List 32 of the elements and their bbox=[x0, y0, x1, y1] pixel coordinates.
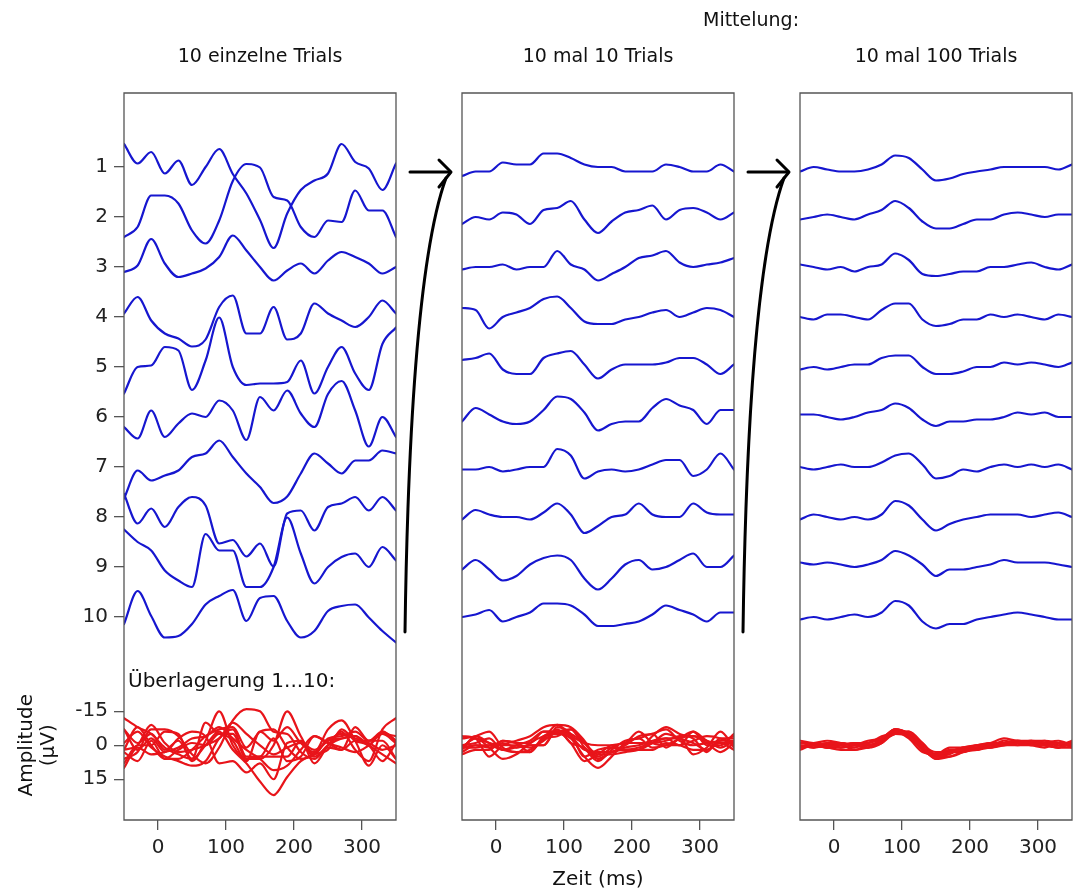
x-tick-label: 0 bbox=[489, 834, 503, 859]
y-tick-label: 10 bbox=[82, 603, 108, 628]
text: Mittelung: bbox=[703, 8, 800, 30]
x-tick-label: 0 bbox=[827, 834, 841, 859]
x-tick-label: 200 bbox=[612, 834, 652, 859]
y-tick-label: 5 bbox=[95, 353, 108, 378]
y-tick-label: 1 bbox=[95, 153, 108, 178]
chart-title: 10 mal 100 Trials bbox=[854, 44, 1018, 66]
y2-tick-label: 15 bbox=[82, 765, 108, 790]
y2-axis-title: Amplitude (µV) bbox=[13, 694, 60, 797]
chart-title: 10 mal 10 Trials bbox=[522, 44, 674, 66]
chart-title: 10 einzelne Trials bbox=[177, 44, 343, 66]
x-tick-label: 300 bbox=[342, 834, 382, 859]
x-axis-title: Zeit (ms) bbox=[552, 866, 644, 891]
y-tick-label: 8 bbox=[95, 503, 108, 528]
y-tick-label: 9 bbox=[95, 553, 108, 578]
y2-tick-label: -15 bbox=[75, 697, 108, 722]
annotation: Überlagerung 1...10: bbox=[128, 668, 336, 693]
y-tick-label: 4 bbox=[95, 303, 108, 328]
x-tick-label: 100 bbox=[544, 834, 584, 859]
x-tick-label: 200 bbox=[950, 834, 990, 859]
y-tick-label: 3 bbox=[95, 253, 108, 278]
y2-tick-label: 0 bbox=[95, 731, 108, 756]
x-tick-label: 300 bbox=[680, 834, 720, 859]
x-tick-label: 0 bbox=[151, 834, 165, 859]
x-tick-label: 300 bbox=[1018, 834, 1058, 859]
y-tick-label: 2 bbox=[95, 203, 108, 228]
x-tick-label: 100 bbox=[882, 834, 922, 859]
x-tick-label: 200 bbox=[274, 834, 314, 859]
y-tick-label: 6 bbox=[95, 403, 108, 428]
x-tick-label: 100 bbox=[206, 834, 246, 859]
y-tick-label: 7 bbox=[95, 453, 108, 478]
